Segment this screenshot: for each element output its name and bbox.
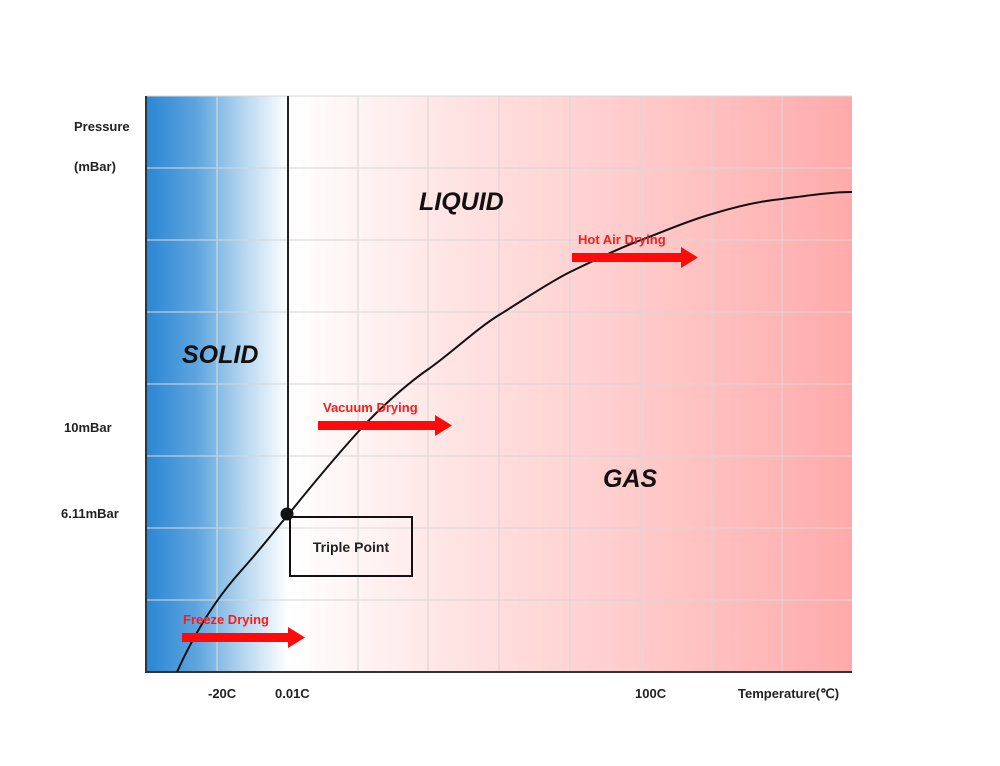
grid-lines bbox=[146, 95, 852, 672]
x-tick-minus20c: -20C bbox=[208, 686, 237, 701]
y-axis-title-line1: Pressure bbox=[74, 119, 130, 134]
x-tick-001c: 0.01C bbox=[275, 686, 310, 701]
y-tick-611mbar: 6.11mBar bbox=[61, 506, 119, 521]
triple-point-label: Triple Point bbox=[312, 538, 390, 555]
freeze-drying-arrow bbox=[182, 627, 305, 648]
freeze-drying-label: Freeze Drying bbox=[183, 612, 269, 627]
triple-point-callout: Triple Point bbox=[289, 516, 413, 577]
vacuum-drying-label: Vacuum Drying bbox=[323, 400, 418, 415]
gas-region-label: GAS bbox=[603, 465, 658, 493]
hot-air-drying-arrow bbox=[572, 247, 698, 268]
liquid-region-label: LIQUID bbox=[419, 188, 504, 216]
x-axis-title: Temperature(℃) bbox=[738, 686, 840, 701]
solid-region-label: SOLID bbox=[182, 341, 259, 369]
y-tick-10mbar: 10mBar bbox=[64, 420, 112, 435]
hot-air-drying-label: Hot Air Drying bbox=[578, 232, 666, 247]
vacuum-drying-arrow bbox=[318, 415, 452, 436]
y-axis-title-line2: (mBar) bbox=[74, 159, 116, 174]
phase-curve bbox=[176, 191, 853, 673]
x-tick-100c: 100C bbox=[635, 686, 667, 701]
